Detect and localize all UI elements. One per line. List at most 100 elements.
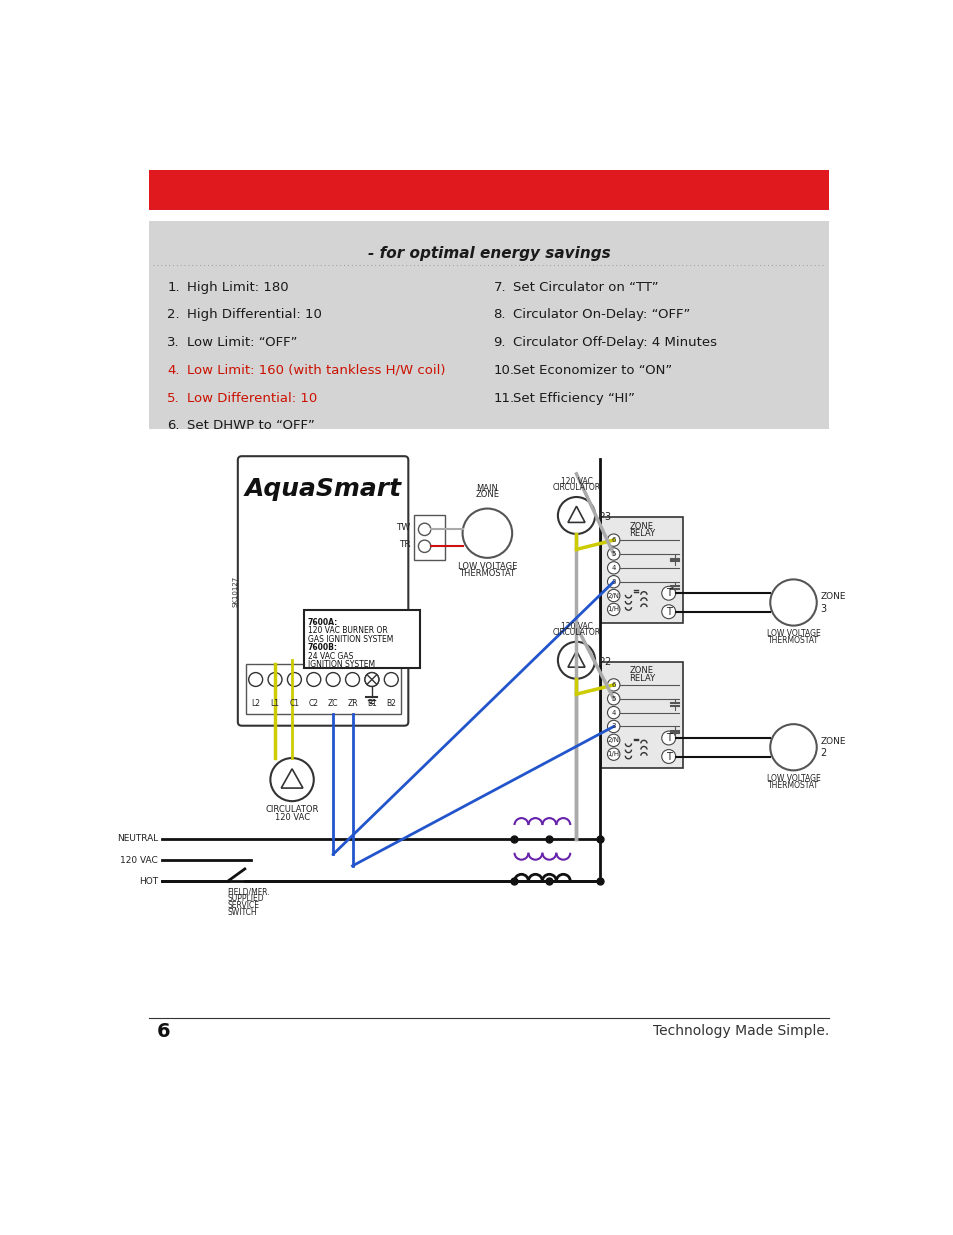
Text: P2: P2 <box>598 657 611 667</box>
Text: High Limit: 180: High Limit: 180 <box>187 280 289 294</box>
Text: ZC: ZC <box>328 699 338 708</box>
Text: C1: C1 <box>289 699 299 708</box>
Text: LOW VOLTAGE: LOW VOLTAGE <box>766 630 820 638</box>
Text: 120 VAC: 120 VAC <box>560 477 592 487</box>
Text: NEUTRAL: NEUTRAL <box>116 835 158 844</box>
Text: FIELD/MFR.: FIELD/MFR. <box>228 888 270 897</box>
Text: 120 VAC: 120 VAC <box>560 622 592 631</box>
Circle shape <box>607 679 619 692</box>
Circle shape <box>607 534 619 546</box>
Text: T: T <box>665 588 671 598</box>
Circle shape <box>661 731 675 745</box>
Text: Circulator Off-Delay: 4 Minutes: Circulator Off-Delay: 4 Minutes <box>513 336 717 350</box>
Circle shape <box>268 673 282 687</box>
Circle shape <box>384 673 397 687</box>
Text: MAIN: MAIN <box>476 484 497 493</box>
Text: THERMOSTAT: THERMOSTAT <box>458 569 515 578</box>
Text: 1.: 1. <box>167 280 180 294</box>
Text: 24 VAC GAS: 24 VAC GAS <box>307 652 353 661</box>
Text: 5.: 5. <box>167 391 180 405</box>
Text: SUPPLIED: SUPPLIED <box>228 894 264 903</box>
Text: AquaSmart: AquaSmart <box>244 477 401 501</box>
Text: 10.: 10. <box>493 364 514 377</box>
Text: HOT: HOT <box>139 877 158 885</box>
Circle shape <box>418 524 431 536</box>
Circle shape <box>418 540 431 552</box>
Text: 11.: 11. <box>493 391 515 405</box>
Text: SK10127: SK10127 <box>233 576 238 606</box>
Circle shape <box>607 576 619 588</box>
Text: RELAY: RELAY <box>628 674 655 683</box>
Circle shape <box>769 724 816 771</box>
Circle shape <box>558 642 595 679</box>
Text: ZONE: ZONE <box>820 736 845 746</box>
Text: ZONE: ZONE <box>820 592 845 601</box>
Text: 6: 6 <box>611 682 616 688</box>
Text: 4: 4 <box>611 710 616 715</box>
Text: 120 VAC BURNER OR: 120 VAC BURNER OR <box>307 626 387 635</box>
Circle shape <box>661 587 675 600</box>
Circle shape <box>462 509 512 558</box>
Text: ZR: ZR <box>347 699 357 708</box>
Text: 5: 5 <box>611 695 616 701</box>
Circle shape <box>607 548 619 561</box>
Text: 5: 5 <box>611 551 616 557</box>
Text: 7600A:: 7600A: <box>307 618 337 627</box>
Bar <box>414 515 444 561</box>
Text: 2.: 2. <box>167 309 180 321</box>
Circle shape <box>607 562 619 574</box>
Text: Circulator On-Delay: “OFF”: Circulator On-Delay: “OFF” <box>513 309 690 321</box>
Text: High Differential: 10: High Differential: 10 <box>187 309 322 321</box>
Text: 120 VAC: 120 VAC <box>120 856 158 864</box>
Text: 6: 6 <box>611 537 616 543</box>
Text: CIRCULATOR: CIRCULATOR <box>265 805 318 814</box>
Text: 4: 4 <box>611 564 616 571</box>
Circle shape <box>287 673 301 687</box>
Text: 3: 3 <box>611 579 616 584</box>
Circle shape <box>769 579 816 626</box>
Text: RELAY: RELAY <box>628 530 655 538</box>
Text: IGNITION SYSTEM: IGNITION SYSTEM <box>307 661 375 669</box>
Text: 2/N: 2/N <box>607 737 619 743</box>
Text: 9.: 9. <box>493 336 505 350</box>
Text: 2/N: 2/N <box>607 593 619 599</box>
Bar <box>149 169 828 210</box>
Circle shape <box>607 589 619 601</box>
Text: 3: 3 <box>820 604 826 614</box>
Text: Set DHWP to “OFF”: Set DHWP to “OFF” <box>187 419 315 432</box>
Text: TR: TR <box>398 540 410 550</box>
Bar <box>600 517 682 624</box>
Text: C2: C2 <box>309 699 318 708</box>
Text: ZONE: ZONE <box>629 667 654 676</box>
FancyBboxPatch shape <box>237 456 408 726</box>
Circle shape <box>365 673 378 687</box>
Text: SERVICE: SERVICE <box>228 902 259 910</box>
Text: 8.: 8. <box>493 309 505 321</box>
Text: ZONE: ZONE <box>475 490 498 499</box>
Text: Set Efficiency “HI”: Set Efficiency “HI” <box>513 391 635 405</box>
Circle shape <box>270 758 314 802</box>
Text: CIRCULATOR: CIRCULATOR <box>552 629 600 637</box>
Text: T: T <box>665 734 671 743</box>
Text: TW: TW <box>396 524 410 532</box>
Circle shape <box>365 673 378 687</box>
Circle shape <box>607 720 619 732</box>
Text: GAS IGNITION SYSTEM: GAS IGNITION SYSTEM <box>307 635 393 643</box>
Text: 7.: 7. <box>493 280 506 294</box>
Circle shape <box>326 673 340 687</box>
Text: L2: L2 <box>251 699 260 708</box>
Circle shape <box>307 673 320 687</box>
Circle shape <box>249 673 262 687</box>
Circle shape <box>607 706 619 719</box>
Text: Low Limit: “OFF”: Low Limit: “OFF” <box>187 336 297 350</box>
Text: LOW VOLTAGE: LOW VOLTAGE <box>457 562 517 571</box>
Bar <box>600 662 682 768</box>
Text: Set Circulator on “TT”: Set Circulator on “TT” <box>513 280 658 294</box>
Text: LOW VOLTAGE: LOW VOLTAGE <box>766 774 820 783</box>
Text: SWITCH: SWITCH <box>228 908 257 918</box>
Circle shape <box>607 734 619 746</box>
Bar <box>149 221 828 430</box>
Text: ZONE: ZONE <box>629 521 654 531</box>
Text: 7600B:: 7600B: <box>307 643 337 652</box>
Circle shape <box>607 693 619 705</box>
